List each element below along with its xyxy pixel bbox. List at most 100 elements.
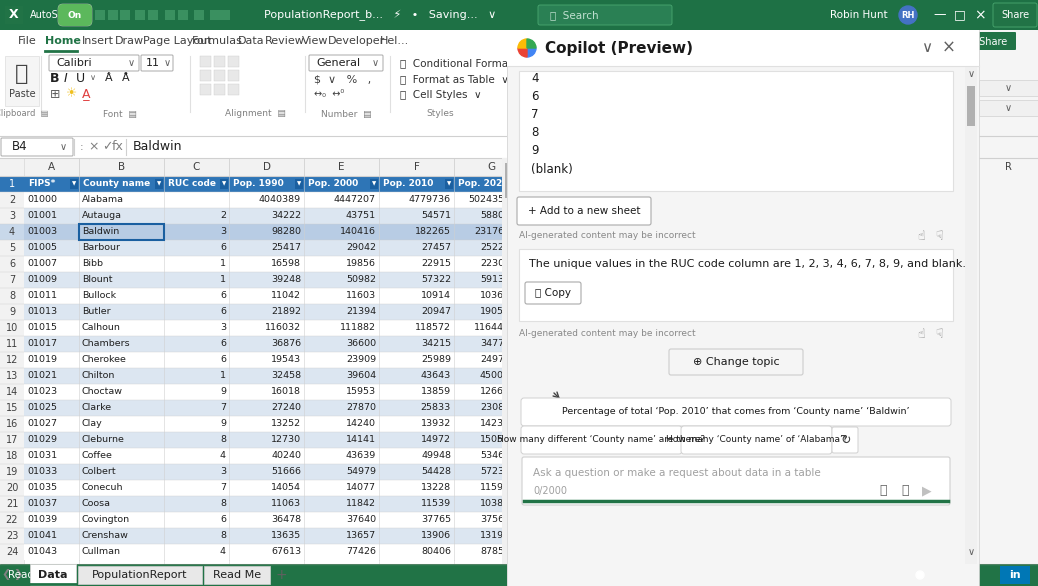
Text: 54979: 54979 bbox=[346, 468, 376, 476]
Text: 50982: 50982 bbox=[346, 275, 376, 284]
Text: ☟: ☟ bbox=[935, 230, 943, 243]
Text: Data: Data bbox=[38, 570, 67, 580]
Text: X: X bbox=[9, 9, 19, 22]
Text: 11063: 11063 bbox=[271, 499, 301, 509]
Bar bbox=[210, 10, 220, 20]
Text: 11842: 11842 bbox=[346, 499, 376, 509]
Bar bbox=[0, 136, 1038, 158]
Bar bbox=[24, 224, 517, 240]
Text: B: B bbox=[118, 162, 125, 172]
Text: 📋 Copy: 📋 Copy bbox=[535, 288, 571, 298]
Bar bbox=[506, 163, 513, 198]
Bar bbox=[445, 179, 453, 189]
Text: 13859: 13859 bbox=[420, 387, 450, 397]
Text: 1: 1 bbox=[220, 275, 226, 284]
Text: 24: 24 bbox=[6, 547, 19, 557]
Text: A: A bbox=[48, 162, 55, 172]
Text: FIPS*: FIPS* bbox=[28, 179, 55, 189]
Text: Calhoun: Calhoun bbox=[82, 323, 120, 332]
Text: Cleburne: Cleburne bbox=[82, 435, 125, 445]
Text: 9: 9 bbox=[220, 387, 226, 397]
Text: 25833: 25833 bbox=[420, 404, 450, 413]
Text: Crenshaw: Crenshaw bbox=[82, 532, 129, 540]
Bar bbox=[820, 569, 834, 581]
Text: 2: 2 bbox=[9, 195, 16, 205]
Text: 13906: 13906 bbox=[420, 532, 450, 540]
Text: 4447207: 4447207 bbox=[334, 196, 376, 205]
Text: 51666: 51666 bbox=[271, 468, 301, 476]
Text: 18: 18 bbox=[6, 451, 18, 461]
Bar bbox=[228, 56, 239, 67]
Bar bbox=[214, 70, 225, 81]
Bar bbox=[204, 566, 270, 584]
Text: 12730: 12730 bbox=[271, 435, 301, 445]
Text: 22300: 22300 bbox=[480, 260, 510, 268]
Text: 📋  Format as Table  ∨: 📋 Format as Table ∨ bbox=[400, 74, 509, 84]
Bar bbox=[155, 179, 163, 189]
Text: 1: 1 bbox=[220, 260, 226, 268]
Text: 11539: 11539 bbox=[420, 499, 450, 509]
Text: ☟: ☟ bbox=[935, 328, 943, 340]
Bar bbox=[1000, 566, 1030, 584]
Bar bbox=[24, 208, 517, 224]
Text: 39604: 39604 bbox=[346, 372, 376, 380]
Text: 📺  Display Settings: 📺 Display Settings bbox=[625, 570, 722, 580]
Text: ▼: ▼ bbox=[157, 182, 161, 186]
Text: File: File bbox=[18, 36, 36, 46]
Text: 01021: 01021 bbox=[27, 372, 57, 380]
Bar bbox=[24, 336, 517, 352]
Bar bbox=[0, 564, 1038, 586]
Text: Blount: Blount bbox=[82, 275, 112, 284]
Bar bbox=[24, 432, 517, 448]
Text: 24979: 24979 bbox=[480, 356, 510, 364]
Text: 59130: 59130 bbox=[480, 275, 510, 284]
Text: 01029: 01029 bbox=[27, 435, 57, 445]
Text: 53460: 53460 bbox=[480, 451, 510, 461]
Bar bbox=[24, 528, 517, 544]
Text: Ask a question or make a request about data in a table: Ask a question or make a request about d… bbox=[532, 468, 821, 478]
Text: 21394: 21394 bbox=[346, 308, 376, 316]
Text: 3: 3 bbox=[220, 468, 226, 476]
Text: 11603: 11603 bbox=[346, 291, 376, 301]
Text: Pop. 1990: Pop. 1990 bbox=[233, 179, 283, 189]
Text: 6: 6 bbox=[220, 244, 226, 253]
Text: U: U bbox=[76, 71, 85, 84]
Text: 2: 2 bbox=[220, 212, 226, 220]
Text: ☀: ☀ bbox=[66, 87, 77, 101]
Text: 3: 3 bbox=[220, 323, 226, 332]
Text: 7: 7 bbox=[220, 404, 226, 413]
Bar bbox=[0, 52, 1038, 136]
Text: 10362: 10362 bbox=[480, 291, 510, 301]
Text: Baldwin: Baldwin bbox=[82, 227, 119, 237]
Bar bbox=[24, 384, 517, 400]
Text: 111882: 111882 bbox=[340, 323, 376, 332]
Bar bbox=[0, 464, 24, 480]
Bar bbox=[519, 249, 953, 321]
Text: ⊞: ⊞ bbox=[50, 87, 60, 101]
Text: 13252: 13252 bbox=[271, 420, 301, 428]
Text: 16018: 16018 bbox=[271, 387, 301, 397]
Text: 🔍  Search: 🔍 Search bbox=[550, 10, 598, 20]
Text: 3: 3 bbox=[9, 211, 16, 221]
Bar bbox=[0, 30, 1038, 52]
Text: 37765: 37765 bbox=[420, 516, 450, 524]
Text: E: E bbox=[338, 162, 345, 172]
Text: Covington: Covington bbox=[82, 516, 130, 524]
Bar bbox=[228, 84, 239, 95]
Text: 13635: 13635 bbox=[271, 532, 301, 540]
Bar bbox=[78, 566, 202, 584]
Bar bbox=[30, 564, 76, 586]
Text: 27240: 27240 bbox=[271, 404, 301, 413]
Text: 📷: 📷 bbox=[46, 570, 52, 580]
Text: 01023: 01023 bbox=[27, 387, 57, 397]
Bar bbox=[24, 288, 517, 304]
Text: ×: × bbox=[975, 8, 986, 22]
Text: County name: County name bbox=[83, 179, 151, 189]
Text: Font  ▤: Font ▤ bbox=[103, 110, 137, 118]
Text: 21: 21 bbox=[6, 499, 19, 509]
Text: 4779736: 4779736 bbox=[409, 196, 450, 205]
Bar bbox=[42, 568, 56, 582]
FancyBboxPatch shape bbox=[525, 282, 581, 304]
Text: 01017: 01017 bbox=[27, 339, 57, 349]
Text: ▶: ▶ bbox=[922, 485, 932, 498]
